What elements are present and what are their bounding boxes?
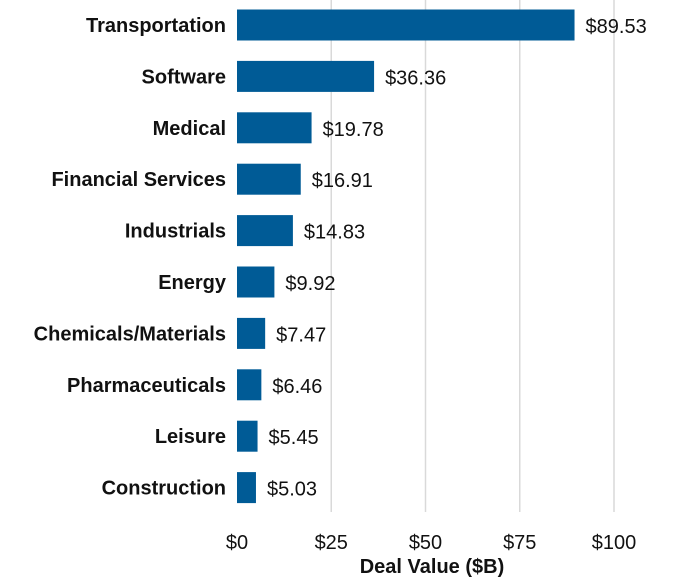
- bar-5: [237, 266, 275, 298]
- x-tick-label: $50: [409, 532, 442, 554]
- category-label: Construction: [102, 478, 226, 500]
- x-tick-label: $0: [226, 532, 248, 554]
- x-tick-label: $25: [315, 532, 348, 554]
- value-label: $36.36: [385, 67, 446, 89]
- value-label: $16.91: [312, 170, 373, 192]
- value-label: $5.03: [267, 479, 317, 501]
- value-labels: $89.53 $36.36 $19.78 $16.91 $14.83 $9.92 $7.47…: [267, 16, 647, 501]
- category-label: Software: [142, 66, 226, 88]
- value-label: $14.83: [304, 222, 365, 244]
- x-tick-label: $100: [592, 532, 637, 554]
- category-label: Pharmaceuticals: [67, 375, 226, 397]
- category-label: Chemicals/Materials: [34, 323, 226, 345]
- bars: [237, 9, 575, 504]
- bar-7: [237, 369, 262, 401]
- gridlines: [330, 0, 615, 512]
- category-labels: Transportation Software Medical Financial S…: [34, 15, 227, 500]
- category-label: Transportation: [86, 15, 226, 37]
- x-axis-ticks: $0 $25 $50 $75 $100: [226, 532, 636, 554]
- bar-6: [237, 317, 266, 349]
- category-label: Energy: [158, 272, 227, 294]
- value-label: $9.92: [285, 273, 335, 295]
- bar-1: [237, 60, 375, 92]
- category-label: Financial Services: [51, 169, 226, 191]
- bar-3: [237, 163, 301, 195]
- bar-2: [237, 112, 312, 144]
- category-label: Leisure: [155, 426, 226, 448]
- bar-4: [237, 215, 293, 247]
- value-label: $6.46: [272, 376, 322, 398]
- value-label: $19.78: [323, 119, 384, 141]
- value-label: $89.53: [586, 16, 647, 38]
- bar-8: [237, 420, 258, 452]
- bar-9: [237, 472, 256, 504]
- value-label: $5.45: [269, 427, 319, 449]
- category-label: Medical: [153, 118, 226, 140]
- x-tick-label: $75: [503, 532, 536, 554]
- category-label: Industrials: [125, 221, 226, 243]
- value-label: $7.47: [276, 324, 326, 346]
- bar-0: [237, 9, 575, 41]
- x-axis-title: Deal Value ($B): [360, 556, 505, 578]
